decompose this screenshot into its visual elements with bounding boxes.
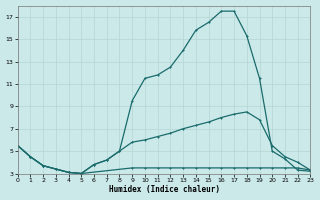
X-axis label: Humidex (Indice chaleur): Humidex (Indice chaleur) (108, 185, 220, 194)
